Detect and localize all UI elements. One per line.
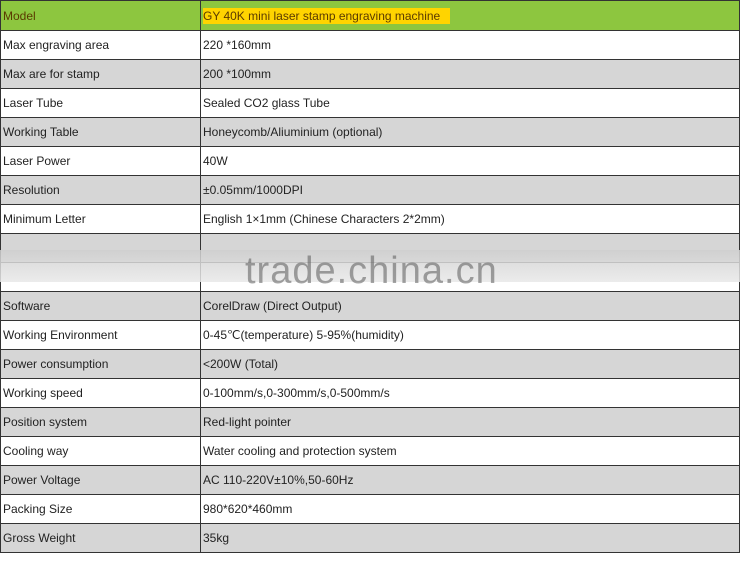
spec-key: Packing Size [0, 494, 201, 524]
spec-key: Software [0, 291, 201, 321]
table-row: Software CorelDraw (Direct Output) [0, 291, 740, 321]
header-key: Model [0, 0, 201, 31]
spec-value: 0-100mm/s,0-300mm/s,0-500mm/s [200, 378, 740, 408]
table-row: Power consumption <200W (Total) [0, 349, 740, 379]
spec-value: Sealed CO2 glass Tube [200, 88, 740, 118]
table-row: Power Voltage AC 110-220V±10%,50-60Hz [0, 465, 740, 495]
spec-value: English 1×1mm (Chinese Characters 2*2mm) [200, 204, 740, 234]
spec-key: Cooling way [0, 436, 201, 466]
table-row: Laser Power 40W [0, 146, 740, 176]
spec-key: Working speed [0, 378, 201, 408]
spec-key: Max engraving area [0, 30, 201, 60]
spec-value: 35kg [200, 523, 740, 553]
table-row: Max are for stamp 200 *100mm [0, 59, 740, 89]
spec-key: Resolution [0, 175, 201, 205]
spec-key: Working Environment [0, 320, 201, 350]
spec-value: Honeycomb/Aliuminium (optional) [200, 117, 740, 147]
table-row: Working speed 0-100mm/s,0-300mm/s,0-500mm… [0, 378, 740, 408]
header-row: Model GY 40K mini laser stamp engraving … [0, 0, 740, 31]
watermark-band [0, 250, 740, 282]
spec-key: Laser Tube [0, 88, 201, 118]
spec-key: Working Table [0, 117, 201, 147]
spec-key: Gross Weight [0, 523, 201, 553]
spec-key: Minimum Letter [0, 204, 201, 234]
spec-key: Power Voltage [0, 465, 201, 495]
model-name: GY 40K mini laser stamp engraving machin… [203, 7, 451, 24]
header-value: GY 40K mini laser stamp engraving machin… [200, 0, 740, 31]
table-row: Minimum Letter English 1×1mm (Chinese Cha… [0, 204, 740, 234]
spec-key: Max are for stamp [0, 59, 201, 89]
table-row: Position system Red-light pointer [0, 407, 740, 437]
spec-key: Power consumption [0, 349, 201, 379]
spec-key: Position system [0, 407, 201, 437]
spec-value: 980*620*460mm [200, 494, 740, 524]
table-row: Resolution ±0.05mm/1000DPI [0, 175, 740, 205]
spec-value: AC 110-220V±10%,50-60Hz [200, 465, 740, 495]
spec-key: Laser Power [0, 146, 201, 176]
table-row: Gross Weight 35kg [0, 523, 740, 553]
spec-value: Water cooling and protection system [200, 436, 740, 466]
spec-value: 0-45℃(temperature) 5-95%(humidity) [200, 320, 740, 350]
table-row: Packing Size 980*620*460mm [0, 494, 740, 524]
table-row: Cooling way Water cooling and protection … [0, 436, 740, 466]
spec-value: Red-light pointer [200, 407, 740, 437]
spec-value: CorelDraw (Direct Output) [200, 291, 740, 321]
table-row: Working Environment 0-45℃(temperature) 5-… [0, 320, 740, 350]
spec-value: 200 *100mm [200, 59, 740, 89]
spec-value: 40W [200, 146, 740, 176]
table-row: Max engraving area 220 *160mm [0, 30, 740, 60]
spec-value: ±0.05mm/1000DPI [200, 175, 740, 205]
watermark: trade.china.cn [245, 250, 498, 292]
spec-value: <200W (Total) [200, 349, 740, 379]
spec-value: 220 *160mm [200, 30, 740, 60]
table-row: Laser Tube Sealed CO2 glass Tube [0, 88, 740, 118]
table-row: Working Table Honeycomb/Aliuminium (optio… [0, 117, 740, 147]
